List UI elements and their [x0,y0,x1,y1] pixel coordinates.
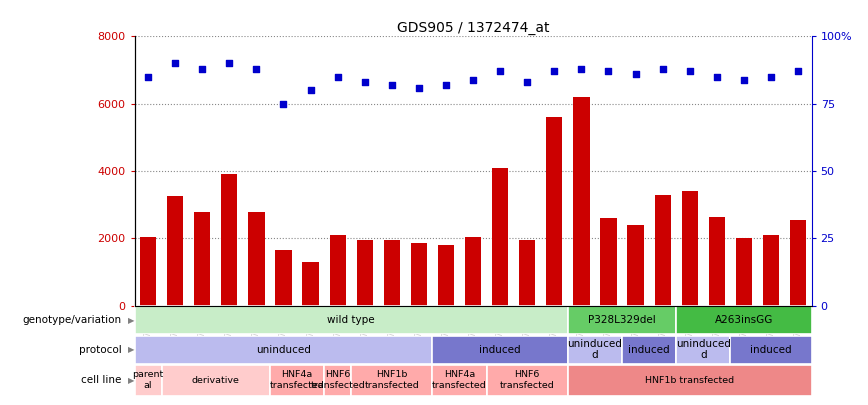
Bar [161,365,270,396]
Bar [519,240,536,306]
Bar [546,117,562,306]
Bar [302,262,319,306]
Point [222,60,236,66]
Point [764,74,778,80]
Bar [221,175,238,306]
Point [277,100,291,107]
Text: uninduced: uninduced [256,345,311,354]
Bar [411,243,427,306]
Point [575,66,589,72]
Text: induced: induced [479,345,521,354]
Point [304,87,318,94]
Point [520,79,534,85]
Point [655,66,669,72]
Text: HNF6
transfected: HNF6 transfected [500,371,555,390]
Bar [681,191,698,306]
Text: HNF4a
transfected: HNF4a transfected [432,371,487,390]
Bar [437,245,454,306]
Bar [492,168,509,306]
Bar [487,365,568,396]
Text: protocol: protocol [79,345,122,354]
Point [466,76,480,83]
Text: ▶: ▶ [128,316,134,325]
Bar [270,365,324,396]
Point [548,68,562,75]
Bar [573,97,589,306]
Text: ▶: ▶ [128,345,134,354]
Point [737,76,751,83]
Bar [654,195,671,306]
Point [249,66,263,72]
Point [602,68,615,75]
Text: A263insGG: A263insGG [714,315,773,325]
Text: induced: induced [750,345,792,354]
Point [141,74,155,80]
Text: HNF6
transfected: HNF6 transfected [310,371,365,390]
Bar [790,220,806,306]
Bar [324,365,352,396]
Title: GDS905 / 1372474_at: GDS905 / 1372474_at [397,21,549,35]
Point [358,79,372,85]
Bar [465,237,481,306]
Bar [763,235,779,306]
Bar [248,211,265,306]
Bar [167,196,183,306]
Bar [135,335,432,364]
Point [195,66,209,72]
Text: derivative: derivative [192,375,240,385]
Bar [275,250,292,306]
Bar [568,306,676,335]
Bar [135,365,161,396]
Point [710,74,724,80]
Text: induced: induced [628,345,670,354]
Text: HNF1b transfected: HNF1b transfected [645,375,734,385]
Bar [135,306,568,335]
Bar [708,217,725,306]
Text: uninduced
d: uninduced d [676,339,731,360]
Point [628,71,642,77]
Text: HNF1b
transfected: HNF1b transfected [365,371,419,390]
Bar [432,335,568,364]
Point [331,74,345,80]
Bar [730,335,812,364]
Text: genotype/variation: genotype/variation [23,315,122,325]
Bar [568,365,812,396]
Text: HNF4a
transfected: HNF4a transfected [270,371,325,390]
Bar [140,237,156,306]
Bar [384,240,400,306]
Point [493,68,507,75]
Point [791,68,805,75]
Bar [357,240,373,306]
Bar [601,218,616,306]
Text: ▶: ▶ [128,375,134,385]
Bar [676,306,812,335]
Text: wild type: wild type [327,315,375,325]
Point [439,82,453,88]
Text: uninduced
d: uninduced d [568,339,622,360]
Point [412,84,426,91]
Point [168,60,182,66]
Bar [736,239,752,306]
Text: cell line: cell line [81,375,122,385]
Bar [568,335,622,364]
Bar [194,211,210,306]
Text: parent
al: parent al [133,371,164,390]
Bar [622,335,676,364]
Text: P328L329del: P328L329del [589,315,656,325]
Bar [628,225,644,306]
Bar [432,365,487,396]
Point [385,82,398,88]
Bar [330,235,345,306]
Bar [676,335,730,364]
Bar [352,365,432,396]
Point [683,68,697,75]
